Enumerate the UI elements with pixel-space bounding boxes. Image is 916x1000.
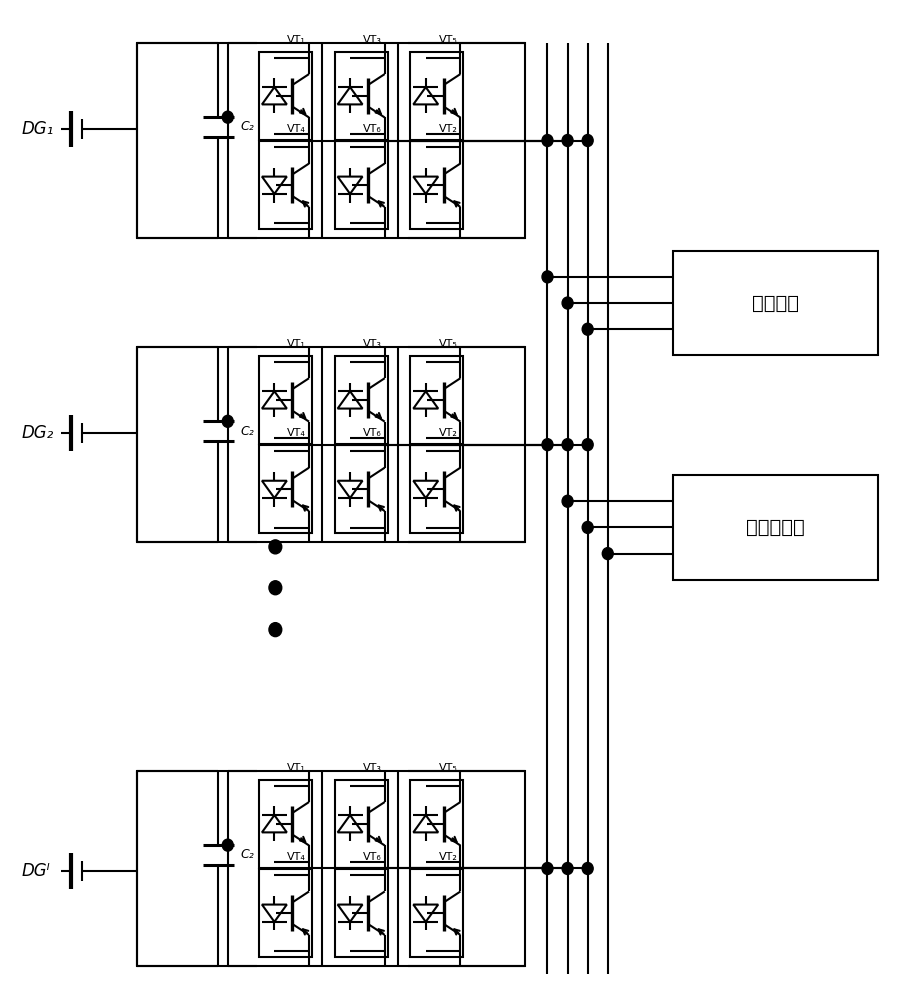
- Text: C₂: C₂: [241, 120, 255, 133]
- Bar: [334, 869, 387, 957]
- Text: VT₄: VT₄: [287, 124, 306, 134]
- Circle shape: [542, 271, 553, 283]
- Bar: [136, 347, 525, 542]
- Circle shape: [542, 862, 553, 874]
- Circle shape: [223, 839, 234, 851]
- Circle shape: [603, 548, 613, 560]
- Text: VT₆: VT₆: [363, 428, 381, 438]
- Text: 不平衡负载: 不平衡负载: [746, 518, 805, 537]
- Text: VT₄: VT₄: [287, 852, 306, 862]
- Bar: [410, 141, 463, 229]
- Circle shape: [583, 135, 594, 146]
- Bar: [334, 780, 387, 868]
- Bar: [410, 356, 463, 444]
- Circle shape: [542, 135, 553, 146]
- Text: VT₅: VT₅: [439, 339, 457, 349]
- Bar: [136, 771, 525, 966]
- Bar: [410, 445, 463, 533]
- Text: VT₂: VT₂: [439, 428, 457, 438]
- Circle shape: [562, 439, 573, 451]
- Text: DG₁: DG₁: [21, 120, 54, 138]
- Text: VT₄: VT₄: [287, 428, 306, 438]
- Circle shape: [583, 862, 594, 874]
- Bar: [672, 251, 878, 355]
- Circle shape: [583, 521, 594, 533]
- Bar: [259, 445, 312, 533]
- Text: VT₁: VT₁: [287, 35, 306, 45]
- Text: VT₃: VT₃: [363, 339, 382, 349]
- Bar: [410, 780, 463, 868]
- Bar: [410, 52, 463, 140]
- Circle shape: [223, 111, 234, 123]
- Circle shape: [562, 135, 573, 146]
- Text: VT₆: VT₆: [363, 852, 381, 862]
- Text: VT₁: VT₁: [287, 763, 306, 773]
- Text: VT₂: VT₂: [439, 124, 457, 134]
- Bar: [259, 356, 312, 444]
- Text: DGᴵ: DGᴵ: [21, 862, 50, 880]
- Text: DG₂: DG₂: [21, 424, 54, 442]
- Bar: [334, 445, 387, 533]
- Bar: [334, 141, 387, 229]
- Text: VT₅: VT₅: [439, 35, 457, 45]
- Circle shape: [269, 540, 282, 554]
- Text: VT₁: VT₁: [287, 339, 306, 349]
- Bar: [334, 356, 387, 444]
- Text: VT₃: VT₃: [363, 35, 382, 45]
- Bar: [259, 141, 312, 229]
- Circle shape: [269, 623, 282, 637]
- Text: C₂: C₂: [241, 848, 255, 861]
- Circle shape: [223, 415, 234, 427]
- Bar: [259, 780, 312, 868]
- Circle shape: [542, 439, 553, 451]
- Circle shape: [269, 581, 282, 595]
- Text: VT₃: VT₃: [363, 763, 382, 773]
- Circle shape: [583, 439, 594, 451]
- Circle shape: [583, 323, 594, 335]
- Bar: [259, 869, 312, 957]
- Bar: [410, 869, 463, 957]
- Bar: [672, 475, 878, 580]
- Circle shape: [562, 495, 573, 507]
- Bar: [334, 52, 387, 140]
- Circle shape: [562, 297, 573, 309]
- Text: VT₆: VT₆: [363, 124, 381, 134]
- Circle shape: [562, 862, 573, 874]
- Bar: [136, 43, 525, 238]
- Bar: [259, 52, 312, 140]
- Text: VT₂: VT₂: [439, 852, 457, 862]
- Text: C₂: C₂: [241, 425, 255, 438]
- Text: 平衡负载: 平衡负载: [752, 294, 799, 313]
- Text: VT₅: VT₅: [439, 763, 457, 773]
